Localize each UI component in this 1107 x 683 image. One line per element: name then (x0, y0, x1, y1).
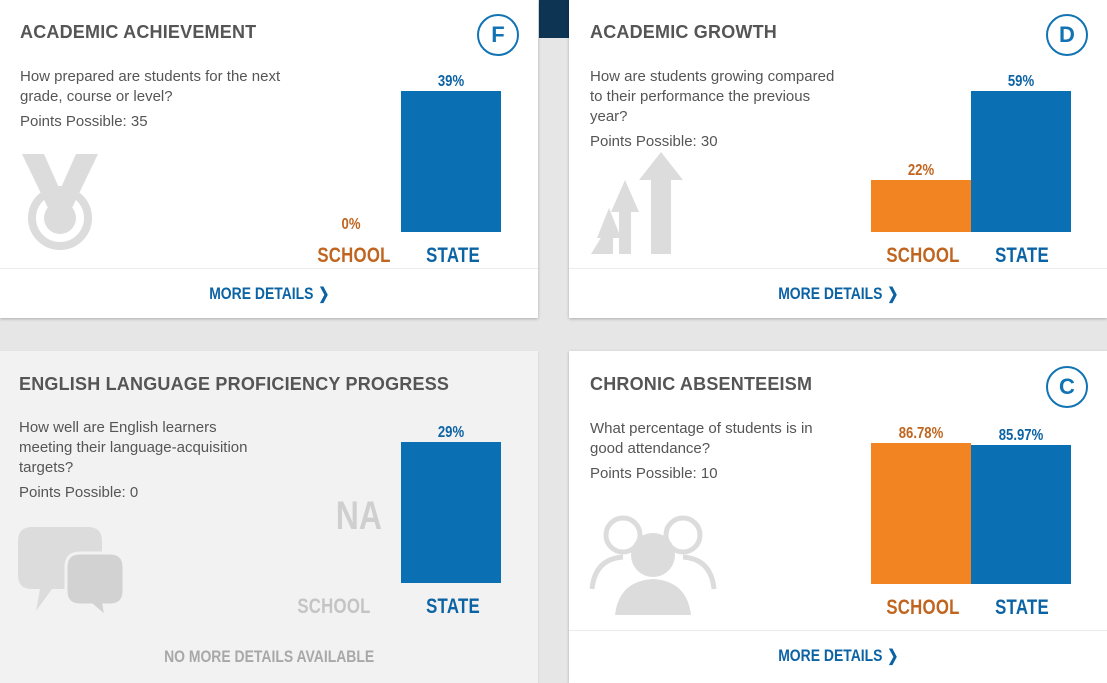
school-na-label: NA (335, 494, 383, 538)
state-axis-label: STATE (995, 596, 1049, 619)
school-value-label: 22% (907, 162, 935, 179)
school-axis-label: SCHOOL (317, 244, 391, 267)
card-description: How prepared are students for the next g… (20, 68, 281, 105)
speech-bubbles-icon (18, 527, 126, 617)
school-axis-label: SCHOOL (297, 595, 371, 618)
card-title: ACADEMIC ACHIEVEMENT (20, 22, 257, 42)
card-english-language-proficiency: ENGLISH LANGUAGE PROFICIENCY PROGRESS Ho… (0, 351, 538, 683)
points-possible: Points Possible: 0 (19, 484, 139, 501)
more-details-link[interactable]: MORE DETAILS ❯ (209, 269, 329, 318)
points-possible: Points Possible: 30 (590, 133, 718, 150)
card-title: ACADEMIC GROWTH (590, 22, 777, 42)
grade-badge: D (1046, 14, 1088, 56)
card-title: CHRONIC ABSENTEEISM (590, 374, 813, 394)
card-footer: MORE DETAILS ❯ (569, 630, 1107, 681)
card-title: ENGLISH LANGUAGE PROFICIENCY PROGRESS (19, 374, 450, 394)
state-bar (401, 91, 501, 232)
more-details-link[interactable]: MORE DETAILS ❯ (778, 631, 898, 682)
state-value-label: 59% (1007, 73, 1035, 90)
card-footer: MORE DETAILS ❯ (569, 268, 1107, 318)
state-bar (971, 91, 1071, 232)
nav-strip (539, 0, 569, 38)
school-axis-label: SCHOOL (886, 244, 960, 267)
state-value-label: 29% (437, 424, 465, 441)
school-bar (871, 443, 971, 584)
chevron-right-icon: ❯ (887, 648, 899, 665)
state-axis-label: STATE (426, 244, 480, 267)
state-bar (401, 442, 501, 583)
chevron-right-icon: ❯ (887, 286, 899, 303)
school-axis-label: SCHOOL (886, 596, 960, 619)
growth-arrows-icon (591, 152, 683, 254)
school-value-label: 0% (341, 216, 361, 233)
no-more-details-text: NO MORE DETAILS AVAILABLE (163, 647, 375, 666)
chevron-right-icon: ❯ (318, 286, 330, 303)
card-academic-achievement: ACADEMIC ACHIEVEMENT F How prepared are … (0, 0, 538, 318)
card-description: What percentage of students is in good a… (590, 420, 813, 457)
card-chronic-absenteeism: CHRONIC ABSENTEEISM C What percentage of… (569, 351, 1107, 683)
school-value-label: 86.78% (898, 425, 944, 442)
card-footer: NO MORE DETAILS AVAILABLE (0, 632, 538, 682)
state-axis-label: STATE (995, 244, 1049, 267)
points-possible: Points Possible: 35 (20, 113, 148, 130)
card-footer: MORE DETAILS ❯ (0, 268, 538, 318)
card-description: How are students growing compared to the… (590, 68, 835, 125)
more-details-link[interactable]: MORE DETAILS ❯ (778, 269, 898, 318)
card-description: How well are English learners meeting th… (19, 419, 248, 476)
points-possible: Points Possible: 10 (590, 465, 718, 482)
people-group-icon (589, 515, 717, 615)
state-value-label: 85.97% (998, 427, 1044, 444)
school-bar (871, 180, 971, 232)
medal-icon (22, 154, 98, 250)
state-axis-label: STATE (426, 595, 480, 618)
state-value-label: 39% (437, 73, 465, 90)
grade-badge: C (1046, 366, 1088, 408)
card-academic-growth: ACADEMIC GROWTH D How are students growi… (569, 0, 1107, 318)
grade-badge: F (477, 14, 519, 56)
state-bar (971, 445, 1071, 584)
